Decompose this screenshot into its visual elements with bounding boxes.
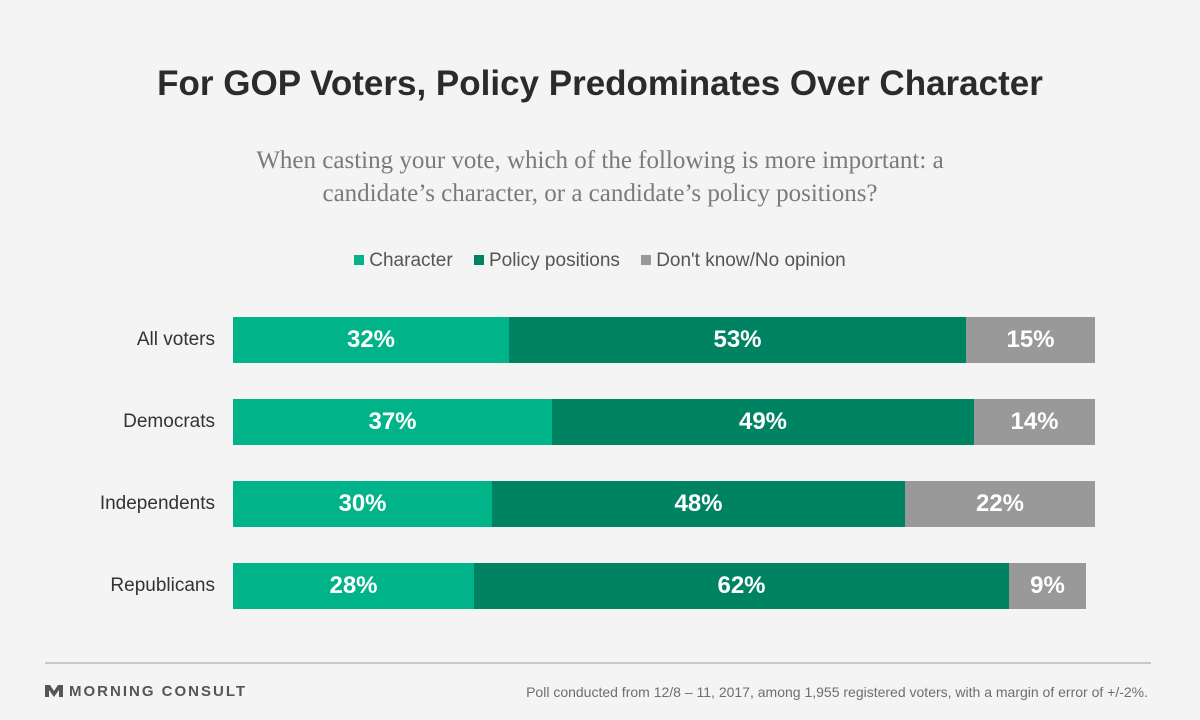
data-label: 28% (329, 572, 378, 599)
legend-swatch-character (354, 255, 365, 265)
legend-label-policy: Policy positions (488, 250, 620, 271)
bar-segment-policy: 53% (509, 317, 966, 363)
legend: Character Policy positions Don't know/No… (0, 250, 1200, 272)
legend-item-dont-know: Don't know/No opinion (641, 250, 846, 272)
data-label: 32% (346, 326, 396, 353)
bar-segment-policy: 48% (492, 481, 905, 527)
category-label: Democrats (123, 411, 215, 432)
data-label: 15% (1006, 326, 1055, 353)
bar-segment-dont-know: 22% (905, 481, 1095, 527)
bar-segment-dont-know: 15% (966, 317, 1095, 363)
bar-segment-character: 37% (233, 399, 552, 445)
chart-title: For GOP Voters, Policy Predominates Over… (157, 64, 1043, 103)
bar-segment-dont-know: 14% (974, 399, 1095, 445)
bar-segment-character: 30% (233, 481, 492, 527)
data-label: 53% (713, 326, 762, 353)
data-label: 14% (1010, 408, 1059, 435)
data-label: 22% (975, 490, 1025, 517)
legend-item-character: Character (354, 250, 453, 272)
legend-label-dont-know: Don't know/No opinion (656, 250, 846, 271)
category-label: Republicans (110, 575, 215, 596)
brand-name: MORNING CONSULT (69, 683, 248, 700)
footer-divider (45, 662, 1151, 664)
chart-subtitle: When casting your vote, which of the fol… (256, 147, 944, 207)
data-label: 9% (1030, 572, 1065, 599)
data-label: 49% (738, 408, 788, 435)
bar-segment-policy: 62% (474, 563, 1009, 609)
legend-item-policy: Policy positions (473, 250, 620, 272)
legend-swatch-dont-know (641, 255, 652, 265)
bar-segment-dont-know: 9% (1009, 563, 1086, 609)
data-label: 30% (338, 490, 387, 517)
category-label: All voters (136, 329, 215, 350)
morning-consult-icon (45, 685, 63, 697)
bar-segment-character: 32% (233, 317, 509, 363)
brand-logo: MORNING CONSULT (45, 683, 247, 700)
bar-segment-policy: 49% (552, 399, 974, 445)
category-label: Independents (99, 493, 215, 514)
data-label: 62% (717, 572, 766, 599)
legend-label-character: Character (369, 250, 453, 271)
bar-segment-character: 28% (233, 563, 474, 609)
data-label: 48% (674, 490, 723, 517)
legend-swatch-policy (473, 255, 484, 265)
data-label: 37% (368, 408, 417, 435)
footnote: Poll conducted from 12/8 – 11, 2017, amo… (526, 684, 1148, 700)
